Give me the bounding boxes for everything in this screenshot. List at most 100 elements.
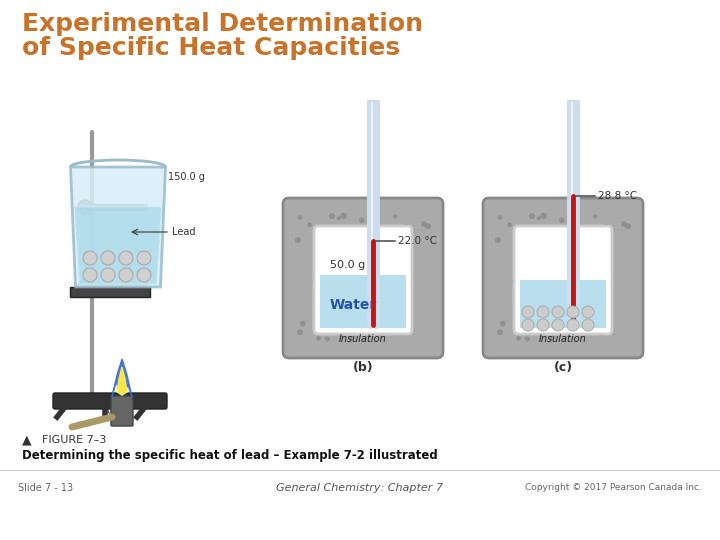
Text: 150.0 g: 150.0 g [168, 172, 205, 182]
Circle shape [531, 302, 537, 308]
Circle shape [567, 238, 573, 244]
Circle shape [537, 306, 549, 318]
Circle shape [372, 318, 378, 325]
Circle shape [567, 306, 579, 318]
Circle shape [598, 316, 602, 321]
Circle shape [371, 295, 377, 301]
Circle shape [382, 283, 389, 289]
Circle shape [582, 306, 594, 318]
Circle shape [331, 254, 337, 260]
Circle shape [512, 279, 516, 283]
Circle shape [552, 306, 564, 318]
Circle shape [345, 301, 350, 307]
Circle shape [543, 330, 546, 334]
Circle shape [387, 239, 392, 244]
Polygon shape [112, 359, 132, 397]
Circle shape [567, 319, 579, 331]
Circle shape [405, 224, 408, 227]
Circle shape [582, 283, 588, 289]
Text: (b): (b) [353, 361, 373, 375]
Circle shape [498, 215, 503, 220]
Circle shape [590, 282, 594, 287]
Circle shape [78, 280, 92, 294]
Circle shape [393, 214, 397, 219]
Circle shape [500, 321, 505, 327]
Circle shape [522, 319, 534, 331]
Circle shape [598, 330, 603, 335]
Circle shape [344, 280, 348, 284]
Circle shape [339, 323, 342, 327]
FancyBboxPatch shape [111, 396, 133, 426]
Circle shape [588, 239, 593, 244]
Circle shape [395, 327, 402, 333]
Circle shape [555, 320, 560, 325]
Circle shape [570, 324, 574, 327]
Circle shape [408, 312, 411, 315]
Text: Copyright © 2017 Pearson Canada Inc.: Copyright © 2017 Pearson Canada Inc. [525, 483, 702, 492]
Circle shape [369, 302, 372, 306]
Circle shape [353, 292, 360, 299]
Circle shape [359, 218, 364, 223]
Circle shape [312, 279, 316, 283]
Circle shape [385, 323, 389, 327]
Circle shape [356, 320, 361, 325]
Circle shape [552, 313, 557, 318]
Circle shape [386, 328, 392, 335]
Circle shape [571, 295, 577, 301]
Circle shape [537, 216, 541, 220]
Circle shape [621, 221, 627, 227]
Circle shape [331, 302, 337, 308]
Text: 22.0 °C: 22.0 °C [398, 235, 437, 246]
Circle shape [515, 249, 520, 254]
Circle shape [101, 268, 115, 282]
FancyBboxPatch shape [320, 275, 406, 328]
Circle shape [364, 285, 367, 288]
Circle shape [497, 329, 503, 335]
Circle shape [352, 313, 357, 318]
Circle shape [397, 316, 402, 321]
Circle shape [349, 336, 354, 341]
Circle shape [559, 218, 564, 223]
Circle shape [625, 224, 631, 230]
Circle shape [549, 336, 554, 341]
Text: Insulation: Insulation [339, 334, 387, 344]
Circle shape [137, 251, 151, 265]
Circle shape [526, 269, 528, 272]
Circle shape [495, 237, 501, 243]
Circle shape [321, 301, 326, 306]
Circle shape [593, 214, 598, 219]
Circle shape [337, 216, 341, 220]
Circle shape [300, 321, 306, 327]
Circle shape [386, 300, 392, 306]
Circle shape [582, 319, 594, 331]
Circle shape [601, 291, 606, 295]
Text: (a): (a) [107, 403, 124, 416]
FancyBboxPatch shape [520, 280, 606, 328]
Polygon shape [74, 207, 161, 284]
Text: of Specific Heat Capacities: of Specific Heat Capacities [22, 36, 400, 60]
Circle shape [537, 319, 549, 331]
Text: 50.0 g: 50.0 g [330, 260, 365, 270]
Circle shape [325, 336, 330, 342]
Circle shape [341, 213, 347, 219]
Circle shape [544, 280, 548, 284]
Circle shape [562, 307, 568, 314]
Circle shape [522, 306, 534, 318]
FancyBboxPatch shape [483, 198, 643, 358]
Circle shape [343, 231, 349, 238]
Circle shape [596, 283, 603, 289]
FancyBboxPatch shape [514, 226, 612, 334]
Text: General Chemistry: Chapter 7: General Chemistry: Chapter 7 [276, 483, 444, 493]
Circle shape [585, 323, 589, 327]
Circle shape [544, 301, 550, 307]
Polygon shape [117, 367, 127, 395]
Circle shape [325, 269, 328, 272]
Circle shape [367, 327, 373, 333]
Circle shape [608, 312, 611, 315]
Circle shape [343, 330, 346, 334]
Text: Lead: Lead [172, 227, 196, 237]
Circle shape [531, 254, 537, 260]
Text: Insulation: Insulation [539, 334, 587, 344]
Circle shape [395, 258, 400, 263]
Circle shape [549, 235, 552, 238]
